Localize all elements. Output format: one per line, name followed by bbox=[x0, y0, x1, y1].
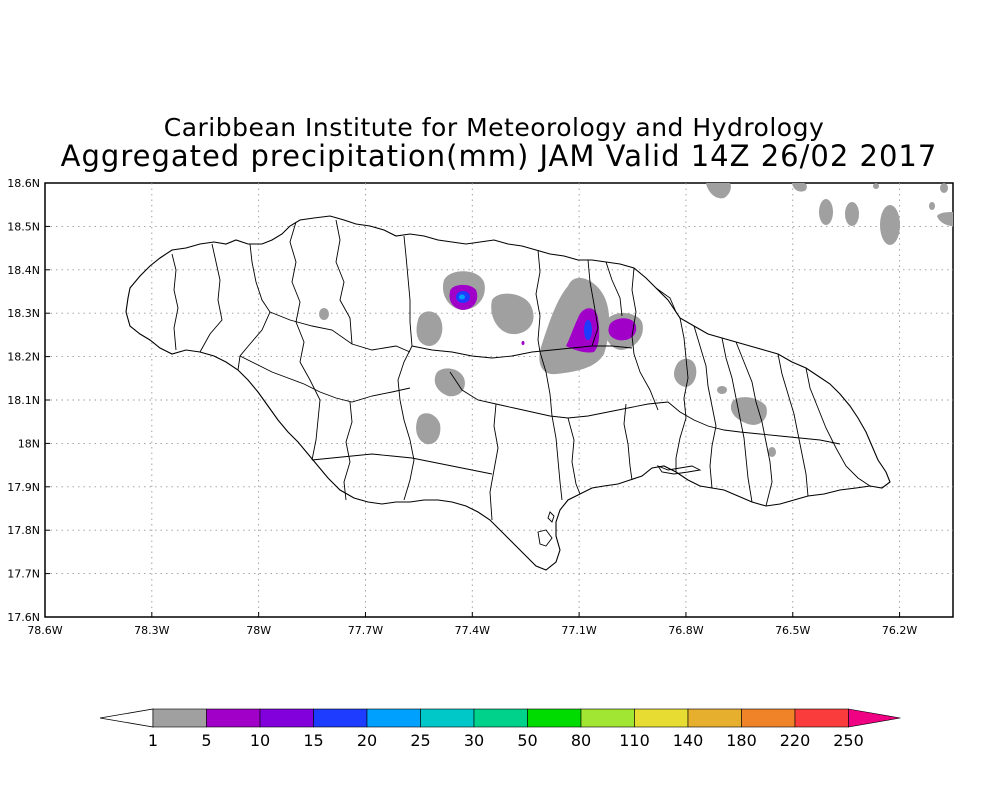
precip-blob-grey bbox=[873, 183, 879, 189]
latitude-labels: 18.6N 18.5N 18.4N 18.3N 18.2N 18.1N 18N 17.9N 17… bbox=[7, 177, 50, 624]
lat-tick-label: 18.5N bbox=[7, 220, 40, 233]
chart-subtitle: Aggregated precipitation(mm) JAM Valid 1… bbox=[60, 139, 938, 173]
admin-boundaries bbox=[171, 219, 871, 521]
gridlines bbox=[45, 183, 953, 617]
lat-tick-label: 17.9N bbox=[7, 481, 40, 494]
colorbar-swatch bbox=[313, 708, 368, 728]
precip-blob-cyan bbox=[459, 294, 465, 300]
colorbar-swatch bbox=[741, 708, 796, 728]
lat-tick-label: 18.3N bbox=[7, 307, 40, 320]
colorbar-level-label: 10 bbox=[250, 731, 270, 750]
colorbar-level-label: 220 bbox=[780, 731, 811, 750]
precip-blob-grey bbox=[706, 183, 731, 199]
lat-tick-label: 18.6N bbox=[7, 177, 40, 190]
colorbar-level-label: 20 bbox=[357, 731, 377, 750]
colorbar-swatch bbox=[473, 708, 528, 728]
lon-tick-label: 76.5W bbox=[775, 624, 810, 637]
colorbar-level-label: 250 bbox=[833, 731, 864, 750]
precip-blob-grey bbox=[880, 205, 900, 245]
precip-blob-purple bbox=[566, 308, 600, 353]
precip-blob-blue bbox=[584, 320, 592, 340]
precip-blob-grey bbox=[717, 386, 727, 394]
colorbar-level-label: 110 bbox=[619, 731, 650, 750]
colorbar-level-label: 5 bbox=[201, 731, 211, 750]
lat-tick-label: 18.4N bbox=[7, 264, 40, 277]
colorbar-level-label: 180 bbox=[726, 731, 757, 750]
chart-title: Caribbean Institute for Meteorology and … bbox=[163, 113, 825, 142]
colorbar-level-label: 80 bbox=[571, 731, 591, 750]
lon-tick-label: 77.7W bbox=[348, 624, 383, 637]
colorbar-swatch bbox=[527, 708, 582, 728]
lon-tick-label: 78.6W bbox=[27, 624, 62, 637]
precip-blob-grey bbox=[768, 447, 776, 457]
lat-tick-label: 17.8N bbox=[7, 524, 40, 537]
colorbar-swatch bbox=[152, 708, 207, 728]
lon-tick-label: 76.8W bbox=[668, 624, 703, 637]
lon-tick-label: 78.3W bbox=[134, 624, 169, 637]
precip-blob-grey bbox=[819, 199, 833, 225]
colorbar-swatch bbox=[687, 708, 742, 728]
colorbar bbox=[99, 708, 901, 728]
longitude-labels: 78.6W 78.3W 78W 77.7W 77.4W 77.1W 76.8W 76.5W 76… bbox=[27, 612, 917, 637]
precip-blob-grey bbox=[319, 308, 329, 320]
colorbar-level-label: 30 bbox=[464, 731, 484, 750]
lat-tick-label: 18.2N bbox=[7, 351, 40, 364]
lon-tick-label: 77.4W bbox=[455, 624, 490, 637]
colorbar-level-label: 25 bbox=[410, 731, 430, 750]
precip-blob-grey bbox=[416, 413, 441, 445]
precip-blob-grey bbox=[845, 202, 859, 226]
colorbar-high-end bbox=[848, 708, 901, 728]
lon-tick-label: 77.1W bbox=[561, 624, 596, 637]
colorbar-labels: 1 5 10 15 20 25 30 50 80 110 140 180 220 250 bbox=[148, 731, 864, 750]
colorbar-swatch bbox=[366, 708, 421, 728]
colorbar-level-label: 50 bbox=[517, 731, 537, 750]
colorbar-swatch bbox=[634, 708, 689, 728]
precip-blob-grey bbox=[792, 183, 807, 192]
colorbar-low-end bbox=[99, 708, 154, 728]
colorbar-level-label: 15 bbox=[303, 731, 323, 750]
coastal-islands bbox=[537, 465, 702, 547]
lon-tick-label: 78W bbox=[246, 624, 271, 637]
colorbar-swatch bbox=[580, 708, 635, 728]
precip-blob-purple bbox=[521, 341, 525, 345]
precip-blob-grey bbox=[434, 368, 465, 397]
precip-blob-grey bbox=[929, 202, 935, 210]
precip-blob-grey bbox=[674, 358, 697, 387]
lat-tick-label: 18N bbox=[18, 437, 40, 450]
lon-tick-label: 76.2W bbox=[882, 624, 917, 637]
colorbar-level-label: 1 bbox=[148, 731, 158, 750]
colorbar-level-label: 140 bbox=[673, 731, 704, 750]
colorbar-swatch bbox=[420, 708, 475, 728]
lat-tick-label: 18.1N bbox=[7, 394, 40, 407]
jamaica-coastline bbox=[125, 215, 891, 571]
map-frame bbox=[44, 182, 954, 618]
precip-blob-purple bbox=[608, 318, 637, 341]
precip-blob-grey bbox=[940, 183, 948, 193]
precip-blob-grey bbox=[491, 293, 534, 335]
colorbar-swatch bbox=[259, 708, 314, 728]
precip-blob-grey bbox=[937, 212, 953, 226]
precip-blob-grey bbox=[416, 311, 443, 346]
lat-tick-label: 17.6N bbox=[7, 611, 40, 624]
colorbar-swatch bbox=[794, 708, 849, 728]
colorbar-swatch bbox=[206, 708, 261, 728]
lat-tick-label: 17.7N bbox=[7, 568, 40, 581]
